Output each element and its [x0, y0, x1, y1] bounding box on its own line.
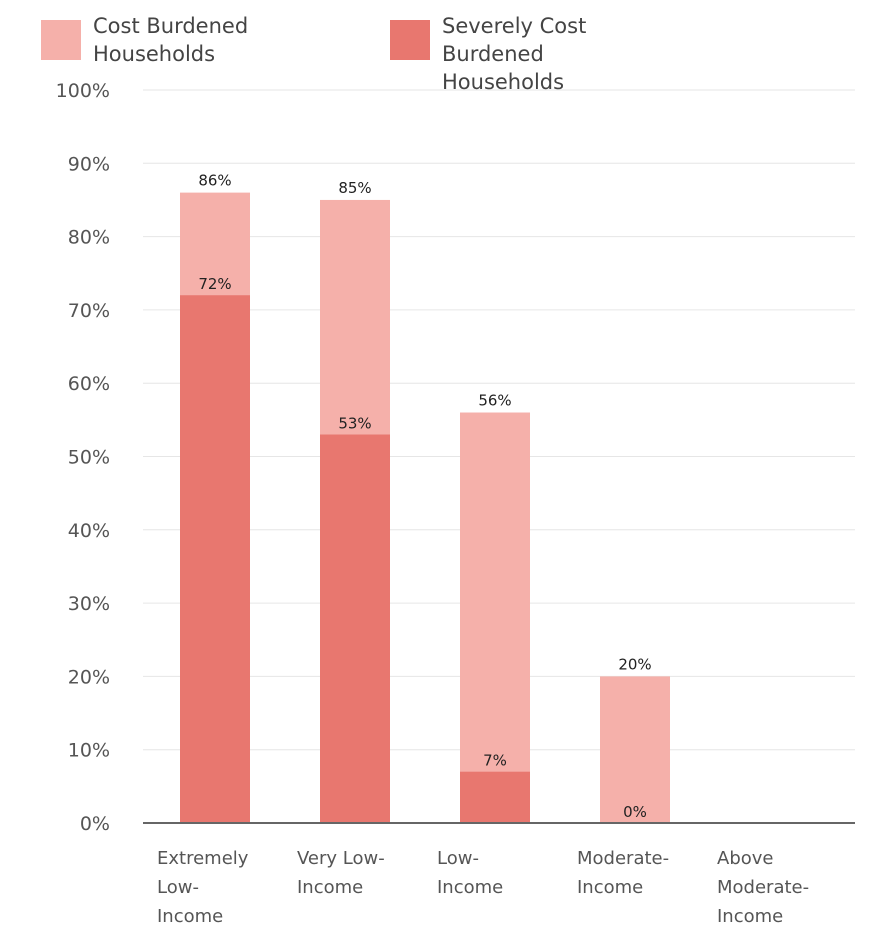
y-tick-label: 100%: [56, 80, 110, 102]
y-tick-label: 0%: [80, 813, 110, 835]
data-label-cost-burdened: 85%: [338, 179, 371, 197]
x-tick-label: Income: [577, 877, 643, 898]
y-tick-label: 90%: [68, 153, 110, 175]
x-tick-label: Income: [437, 877, 503, 898]
x-tick-label: Moderate-: [577, 848, 669, 869]
legend-swatch-cost-burdened: [41, 20, 81, 60]
y-tick-label: 70%: [68, 300, 110, 322]
y-tick-label: 30%: [68, 593, 110, 615]
x-tick-label: Very Low-: [297, 848, 385, 869]
data-label-severely-cost-burdened: 53%: [338, 415, 371, 433]
y-tick-label: 20%: [68, 666, 110, 688]
legend-label-cost-burdened: Cost Burdened Households: [93, 14, 249, 66]
legend-item-severely-cost-burdened: Severely Cost Burdened Households: [390, 12, 662, 96]
legend-swatch-severely-cost-burdened: [390, 20, 430, 60]
bar-cost-burdened: [460, 412, 530, 823]
x-tick-label: Moderate-: [717, 877, 809, 898]
x-tick-label: Income: [717, 906, 783, 926]
y-tick-label: 80%: [68, 227, 110, 249]
x-tick-label: Income: [297, 877, 363, 898]
data-label-cost-burdened: 56%: [478, 392, 511, 410]
data-label-severely-cost-burdened: 72%: [198, 275, 231, 293]
x-tick-label: Extremely: [157, 848, 249, 869]
x-tick-label: Income: [157, 906, 223, 926]
data-label-severely-cost-burdened: 7%: [483, 752, 507, 770]
bar-severely-cost-burdened: [180, 295, 250, 823]
x-tick-label: Above: [717, 848, 773, 869]
y-tick-label: 50%: [68, 447, 110, 469]
y-tick-label: 60%: [68, 373, 110, 395]
legend-label-severely-cost-burdened: Severely Cost Burdened Households: [442, 14, 587, 94]
bar-cost-burdened: [600, 676, 670, 823]
bar-severely-cost-burdened: [320, 434, 390, 823]
x-tick-label: Low-: [157, 877, 199, 898]
x-tick-label: Low-: [437, 848, 479, 869]
data-label-severely-cost-burdened: 0%: [623, 803, 647, 821]
bar-severely-cost-burdened: [460, 771, 530, 823]
data-label-cost-burdened: 20%: [618, 655, 651, 673]
y-tick-label: 40%: [68, 520, 110, 542]
y-tick-label: 10%: [68, 740, 110, 762]
legend-item-cost-burdened: Cost Burdened Households: [41, 12, 313, 68]
data-label-cost-burdened: 86%: [198, 172, 231, 190]
